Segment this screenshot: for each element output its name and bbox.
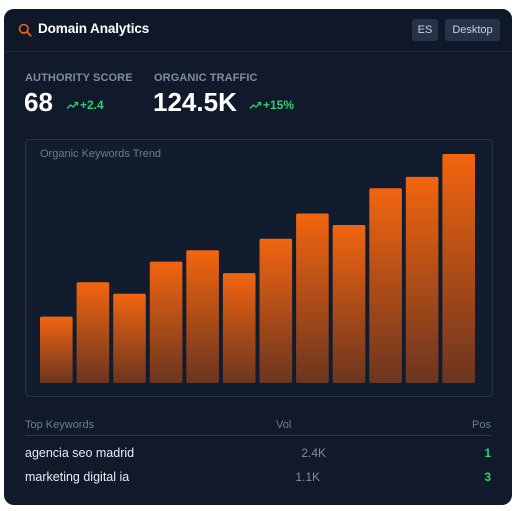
- table-divider: [25, 435, 492, 436]
- chart-bar: [442, 154, 475, 383]
- keywords-header: Top Keywords: [25, 419, 95, 431]
- volume-header: Vol: [276, 419, 292, 431]
- table-row-position: 3: [484, 470, 491, 484]
- organic-traffic-delta: +15%: [249, 98, 294, 112]
- domain-analytics-card: Domain Analytics ES Desktop AUTHORITY SC…: [4, 9, 512, 505]
- keywords-trend-chart: Organic Keywords Trend: [25, 139, 493, 397]
- authority-score-delta-text: +2.4: [80, 98, 104, 112]
- chart-bar: [259, 238, 293, 383]
- table-row-volume: 2.4K: [301, 446, 326, 460]
- chart-bar: [76, 282, 110, 383]
- chart-bar: [113, 293, 146, 383]
- app-title: Domain Analytics: [38, 21, 150, 36]
- chart-title: Organic Keywords Trend: [40, 148, 162, 160]
- table-row-keyword[interactable]: agencia seo madrid: [25, 446, 135, 460]
- chart-bar: [222, 273, 256, 383]
- chart-bar: [405, 176, 439, 383]
- language-selector[interactable]: ES: [412, 19, 438, 41]
- trend-up-icon: [249, 101, 262, 109]
- position-header: Pos: [472, 419, 491, 431]
- table-row-volume: 1.1K: [295, 470, 320, 484]
- chart-bar: [149, 261, 183, 383]
- organic-traffic-delta-text: +15%: [263, 98, 295, 112]
- trend-up-icon: [66, 101, 79, 109]
- authority-score-value: 68: [24, 87, 53, 117]
- chart-bar: [369, 188, 402, 383]
- authority-score-label: AUTHORITY SCORE: [25, 72, 133, 84]
- organic-traffic-value: 124.5K: [153, 87, 237, 117]
- chart-bar: [40, 316, 73, 383]
- chart-bar: [296, 213, 329, 383]
- card-header: Domain Analytics ES Desktop: [4, 9, 512, 52]
- authority-score-delta: +2.4: [66, 98, 104, 112]
- organic-traffic-label: ORGANIC TRAFFIC: [154, 72, 258, 84]
- search-icon: [18, 23, 32, 37]
- table-row-position: 1: [484, 446, 491, 460]
- chart-plot: [40, 154, 475, 383]
- chart-bar: [332, 225, 366, 383]
- device-selector[interactable]: Desktop: [445, 19, 500, 41]
- chart-bar: [186, 250, 219, 383]
- table-row-keyword[interactable]: marketing digital ia: [25, 470, 130, 484]
